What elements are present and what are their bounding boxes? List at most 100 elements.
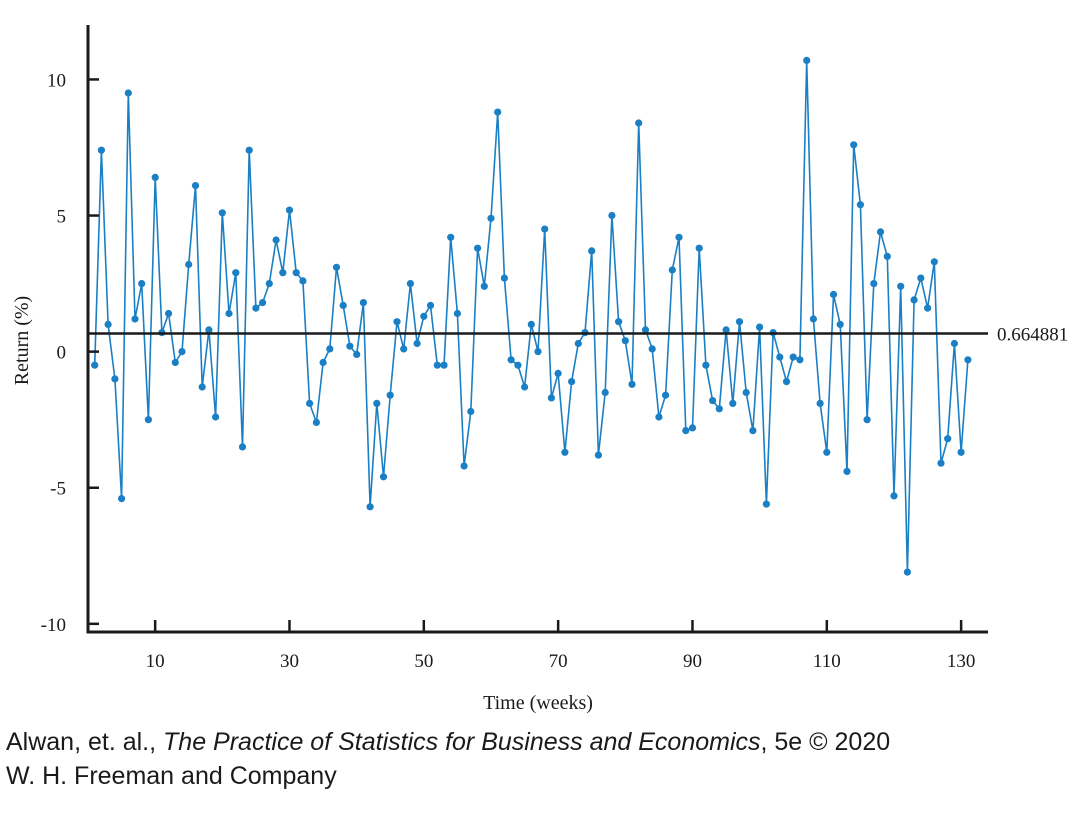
data-point — [373, 399, 381, 407]
data-point — [467, 407, 475, 416]
data-point — [245, 146, 253, 154]
data-point — [668, 266, 676, 274]
data-point — [957, 448, 965, 456]
data-point — [903, 568, 912, 576]
data-point — [594, 451, 603, 459]
data-point — [541, 225, 549, 233]
data-point — [238, 443, 247, 451]
data-point — [547, 394, 556, 402]
data-point — [789, 353, 797, 361]
data-point — [816, 399, 824, 407]
data-point — [285, 206, 294, 214]
figure-credit-line-2: W. H. Freeman and Company — [6, 762, 337, 790]
data-point — [897, 282, 905, 290]
credit-authors: Alwan, et. al., — [6, 728, 164, 756]
data-point — [104, 320, 112, 328]
data-point — [917, 274, 925, 282]
y-tick-label: -10 — [41, 615, 66, 636]
data-point — [615, 318, 623, 326]
credit-edition: , 5e © 2020 — [760, 728, 891, 756]
data-point — [440, 361, 448, 369]
data-point — [883, 252, 891, 260]
data-point — [554, 369, 562, 377]
data-point — [796, 356, 804, 364]
data-point — [829, 290, 838, 299]
data-point — [876, 228, 885, 236]
data-point — [299, 277, 307, 285]
data-point — [447, 233, 455, 241]
data-point — [521, 383, 529, 391]
x-tick-label: 50 — [414, 651, 433, 672]
data-point — [138, 280, 146, 288]
data-point — [124, 89, 132, 97]
data-point — [641, 326, 650, 334]
data-point — [339, 301, 347, 309]
data-point — [964, 356, 972, 364]
data-point — [715, 405, 723, 413]
x-tick-label: 110 — [813, 651, 841, 672]
data-point — [937, 459, 945, 467]
mean-reference-label: 0.664881 — [997, 325, 1068, 346]
x-tick-label: 10 — [146, 651, 165, 672]
data-point — [366, 503, 374, 511]
data-point — [735, 318, 744, 326]
data-point — [225, 309, 233, 318]
data-point — [500, 274, 508, 282]
data-point — [279, 269, 287, 277]
data-point — [487, 214, 495, 222]
data-point — [252, 304, 260, 312]
x-tick-label: 70 — [549, 651, 568, 672]
data-point — [588, 247, 596, 255]
y-tick-label: -5 — [50, 479, 66, 500]
data-point — [655, 413, 663, 421]
data-point — [803, 56, 811, 64]
data-point — [776, 353, 784, 361]
series-layer — [91, 56, 972, 576]
data-point — [635, 119, 643, 127]
data-point — [400, 345, 408, 353]
data-point — [426, 301, 435, 309]
data-point — [601, 388, 609, 397]
data-point — [534, 348, 542, 356]
data-point — [332, 263, 341, 271]
data-point — [756, 323, 764, 331]
y-tick-label: 5 — [57, 207, 67, 228]
data-point — [265, 280, 273, 288]
data-point — [144, 416, 152, 424]
data-point — [648, 345, 656, 353]
y-tick-label: 10 — [47, 70, 66, 91]
data-point — [930, 258, 938, 266]
data-point — [205, 326, 213, 334]
data-point — [809, 315, 818, 323]
data-point — [185, 260, 193, 269]
data-point — [91, 361, 99, 369]
data-point — [574, 339, 582, 348]
data-point — [628, 380, 636, 388]
data-point — [393, 318, 401, 326]
data-point — [191, 182, 200, 190]
data-point — [178, 348, 186, 356]
data-point — [413, 339, 421, 348]
data-point — [420, 312, 428, 320]
data-point — [165, 309, 173, 318]
data-point — [97, 146, 105, 154]
data-point — [212, 413, 220, 421]
data-point — [890, 492, 898, 500]
data-point — [453, 309, 461, 318]
data-point — [621, 337, 629, 345]
data-point — [722, 326, 730, 334]
data-point — [729, 399, 737, 407]
x-tick-label: 130 — [947, 651, 976, 672]
data-point — [662, 391, 670, 399]
credit-book-title: The Practice of Statistics for Business … — [163, 728, 761, 756]
data-point — [870, 280, 878, 288]
data-point — [608, 211, 616, 220]
data-point — [272, 236, 280, 244]
data-point — [198, 383, 206, 391]
data-point — [910, 296, 918, 304]
data-point — [762, 500, 771, 508]
data-point — [406, 280, 414, 288]
data-point — [259, 299, 267, 307]
data-point — [218, 209, 226, 217]
